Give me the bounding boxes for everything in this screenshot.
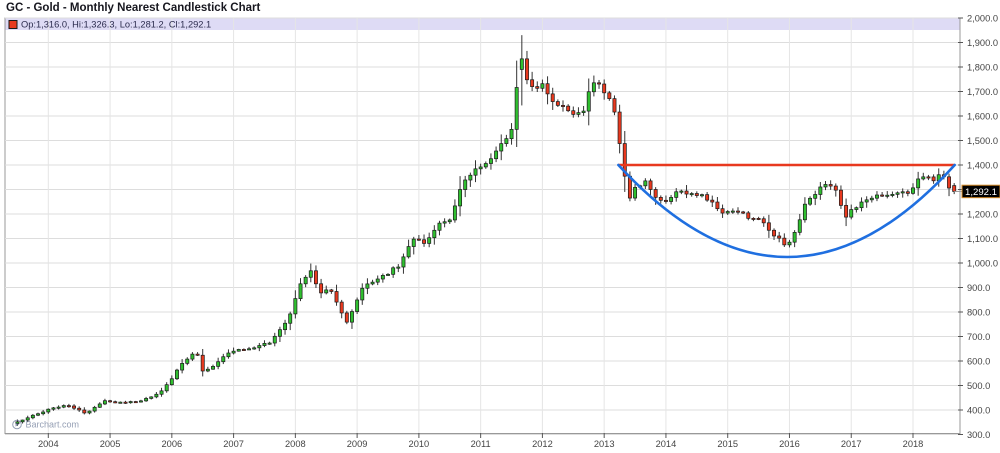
svg-text:2011: 2011 (471, 439, 491, 449)
svg-text:2017: 2017 (841, 439, 862, 449)
svg-text:400.0: 400.0 (967, 405, 990, 415)
svg-text:2018: 2018 (903, 439, 924, 449)
svg-text:2005: 2005 (100, 439, 121, 449)
svg-text:Barchart.com: Barchart.com (26, 420, 80, 430)
svg-text:600.0: 600.0 (967, 356, 990, 366)
svg-text:2012: 2012 (532, 439, 553, 449)
svg-text:2008: 2008 (285, 439, 306, 449)
svg-text:2014: 2014 (656, 439, 677, 449)
svg-text:800.0: 800.0 (967, 307, 990, 317)
svg-text:500.0: 500.0 (967, 381, 990, 391)
svg-text:1,700.0: 1,700.0 (967, 87, 998, 97)
svg-text:2004: 2004 (38, 439, 59, 449)
svg-text:2009: 2009 (347, 439, 368, 449)
svg-text:1,900.0: 1,900.0 (967, 38, 998, 48)
svg-text:1,292.1: 1,292.1 (965, 187, 997, 198)
svg-text:1,200.0: 1,200.0 (967, 209, 998, 219)
svg-text:2015: 2015 (717, 439, 738, 449)
svg-text:2016: 2016 (779, 439, 800, 449)
svg-text:2010: 2010 (409, 439, 430, 449)
svg-text:2013: 2013 (594, 439, 615, 449)
svg-text:Op:1,316.0, Hi:1,326.3, Lo:1,2: Op:1,316.0, Hi:1,326.3, Lo:1,281.2, Cl:1… (21, 20, 211, 30)
svg-text:1,000.0: 1,000.0 (967, 258, 998, 268)
svg-text:1,800.0: 1,800.0 (967, 62, 998, 72)
svg-text:2006: 2006 (161, 439, 182, 449)
svg-text:700.0: 700.0 (967, 332, 990, 342)
svg-text:1,500.0: 1,500.0 (967, 136, 998, 146)
svg-text:1,100.0: 1,100.0 (967, 234, 998, 244)
svg-text:900.0: 900.0 (967, 283, 990, 293)
svg-text:1,600.0: 1,600.0 (967, 111, 998, 121)
svg-text:300.0: 300.0 (967, 430, 990, 440)
svg-text:2,000.0: 2,000.0 (967, 13, 998, 23)
svg-text:1,400.0: 1,400.0 (967, 160, 998, 170)
svg-text:2007: 2007 (223, 439, 244, 449)
